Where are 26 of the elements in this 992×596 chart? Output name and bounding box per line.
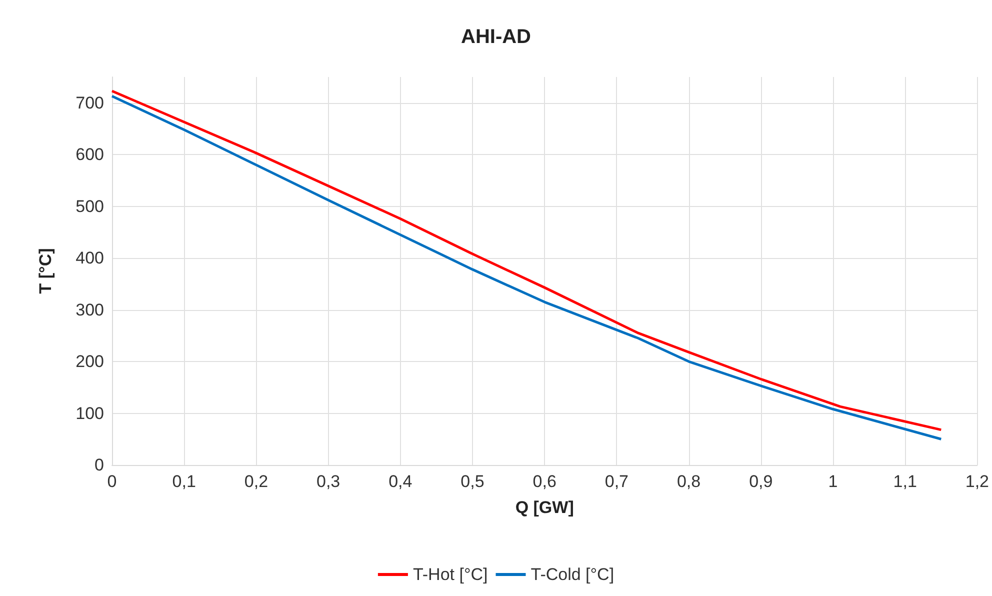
x-tick-label: 1,1 <box>893 472 917 491</box>
x-tick-label: 0,3 <box>316 472 340 491</box>
y-tick-label: 400 <box>76 248 104 268</box>
y-tick-label: 700 <box>76 93 104 112</box>
x-tick-label: 0,1 <box>172 472 196 491</box>
x-tick-label: 0,9 <box>749 472 773 491</box>
y-tick-label: 300 <box>76 300 104 320</box>
x-tick-label: 0,7 <box>604 472 629 491</box>
legend-label: T-Hot [°C] <box>412 565 488 584</box>
x-tick-label: 1,2 <box>965 472 990 491</box>
y-tick-label: 0 <box>94 456 104 474</box>
x-tick-label: 0,4 <box>388 472 412 491</box>
y-tick-label: 100 <box>76 404 104 423</box>
x-tick-label: 0,2 <box>244 472 268 491</box>
x-tick-label: 0,8 <box>676 472 701 491</box>
x-tick-label: 0,5 <box>460 472 484 491</box>
legend-label: T-Cold [°C] <box>530 565 614 584</box>
y-tick-label: 500 <box>76 196 104 216</box>
x-tick-label: 0,6 <box>532 472 556 491</box>
chart-title: AHI-AD <box>461 26 531 48</box>
y-tick-label: 200 <box>76 352 104 372</box>
x-axis-title: Q [GW] <box>515 498 574 517</box>
x-tick-label: 1 <box>828 472 838 491</box>
x-tick-label: 0 <box>107 472 117 491</box>
y-tick-label: 600 <box>76 145 104 164</box>
y-axis-title: T [°C] <box>36 248 55 294</box>
